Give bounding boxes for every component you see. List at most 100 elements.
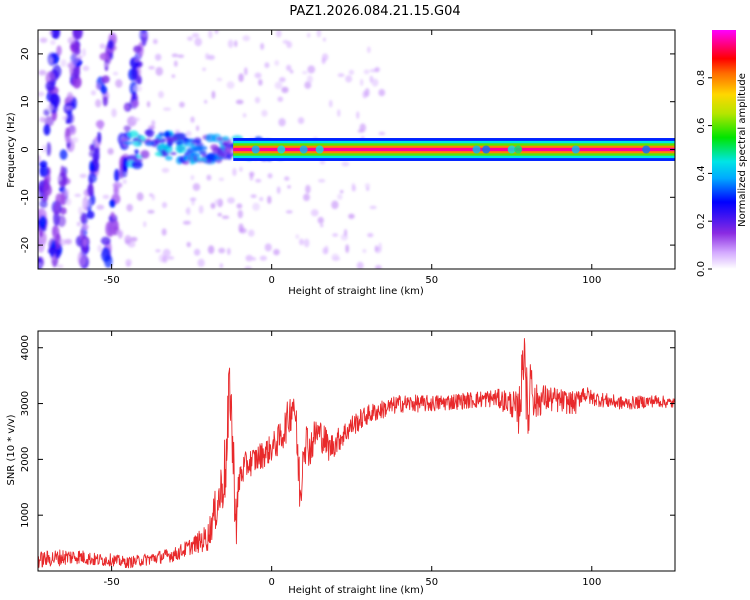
spectral-blob — [104, 254, 113, 268]
carrier-burst — [507, 145, 516, 154]
spectral-blob — [310, 209, 319, 217]
colorbar-tick-label: 0.6 — [696, 118, 707, 134]
spectral-blob — [97, 131, 102, 144]
spectral-blob — [276, 186, 281, 194]
spectral-blob — [185, 208, 190, 214]
spectral-blob — [82, 48, 86, 57]
spectral-blob — [67, 36, 76, 44]
spectral-blob — [102, 194, 110, 200]
spectral-blob — [356, 261, 364, 269]
spectral-blob — [204, 99, 208, 104]
spectral-blob — [190, 116, 195, 123]
spectral-blob — [145, 128, 155, 138]
spectral-blob — [108, 221, 114, 237]
spectral-blob — [196, 125, 200, 132]
spectral-blob — [39, 165, 50, 178]
spectral-blob — [166, 256, 175, 260]
spectral-blob — [374, 264, 382, 269]
spectral-blob — [194, 37, 202, 47]
spectral-blob — [109, 198, 116, 208]
spectral-blob — [129, 81, 138, 96]
snr-x-ticks: -50 0 50 100 — [103, 331, 601, 588]
spectral-blob — [97, 244, 103, 253]
spectral-blob — [254, 72, 262, 79]
spectral-blob — [59, 238, 66, 246]
x-tick-label: 50 — [425, 577, 438, 588]
spectral-blob — [264, 62, 270, 69]
spectral-blob — [198, 150, 207, 156]
spectral-blob — [337, 109, 341, 117]
spectral-blob — [321, 57, 326, 65]
y-tick-label: 4000 — [20, 335, 31, 360]
y-tick-label: 0 — [20, 146, 31, 152]
spectral-blob — [222, 142, 229, 147]
snr-panel: -50 0 50 100 1000 2000 3000 4000 Height of str… — [6, 330, 676, 596]
spectral-blob — [332, 256, 341, 261]
spectral-blob — [38, 155, 41, 162]
spectral-blob — [165, 155, 173, 161]
colorbar: 0.0 0.2 0.4 0.6 0.8 Normalized spectral ampl… — [696, 30, 748, 277]
spectral-blob — [161, 202, 168, 209]
y-tick-label: 10 — [20, 95, 31, 108]
spectral-blob — [287, 185, 291, 189]
spectral-blob — [320, 223, 324, 228]
spectral-blob — [236, 203, 243, 209]
spectral-blob — [65, 105, 73, 111]
spectral-blob — [371, 78, 379, 87]
spectral-blob — [345, 244, 350, 254]
spectral-blob — [165, 136, 178, 142]
spectral-blob — [74, 57, 80, 63]
snr-series-line — [38, 338, 675, 569]
spectral-blob — [71, 137, 79, 144]
spectral-blob — [182, 220, 191, 225]
y-tick-label: 20 — [20, 48, 31, 61]
spectral-blob — [378, 131, 386, 136]
spectral-blob — [207, 54, 215, 60]
spectral-blob — [254, 96, 261, 104]
carrier-burst — [514, 145, 523, 154]
spectral-blob — [332, 233, 339, 237]
spectral-blob — [364, 183, 371, 189]
spectral-blob — [171, 53, 179, 58]
spectral-blob — [134, 85, 142, 92]
spectral-blob — [374, 245, 379, 252]
spectral-blobs — [38, 30, 386, 269]
spectral-blob — [250, 194, 257, 199]
spectral-blob — [249, 172, 254, 181]
spectral-blob — [111, 108, 117, 118]
spectral-blob — [107, 39, 115, 50]
spectral-blob — [56, 264, 64, 269]
spectral-blob — [146, 101, 151, 108]
spectral-blob — [38, 160, 48, 167]
colorbar-tick-label: 0.8 — [696, 70, 707, 86]
spectral-blob — [43, 108, 50, 116]
spectral-blob — [206, 174, 212, 181]
spectral-blob — [43, 124, 51, 136]
spectral-blob — [232, 167, 237, 177]
spectral-blob — [38, 230, 43, 238]
spectral-blob — [244, 266, 252, 269]
x-tick-label: 50 — [425, 275, 438, 286]
spectral-blob — [92, 140, 98, 145]
spectral-blob — [142, 33, 147, 47]
spectral-blob — [118, 230, 123, 239]
spectral-blob — [217, 212, 222, 217]
spectral-blob — [162, 248, 171, 257]
spectral-blob — [234, 40, 238, 48]
spectral-blob — [357, 129, 364, 133]
spectral-blob — [99, 52, 110, 61]
spectral-blob — [198, 205, 204, 214]
spectral-blob — [286, 64, 292, 72]
spectral-blob — [132, 140, 142, 147]
spectral-blob — [88, 177, 94, 186]
spectral-blob — [74, 193, 81, 197]
spectral-blob — [38, 215, 47, 229]
spectral-blob — [302, 70, 308, 75]
spectral-blob — [154, 53, 162, 61]
spectral-blob — [242, 35, 251, 42]
spectral-blob — [89, 194, 96, 206]
spectral-blob — [69, 59, 77, 69]
spectral-blob — [345, 75, 353, 83]
carrier-burst — [571, 145, 580, 154]
